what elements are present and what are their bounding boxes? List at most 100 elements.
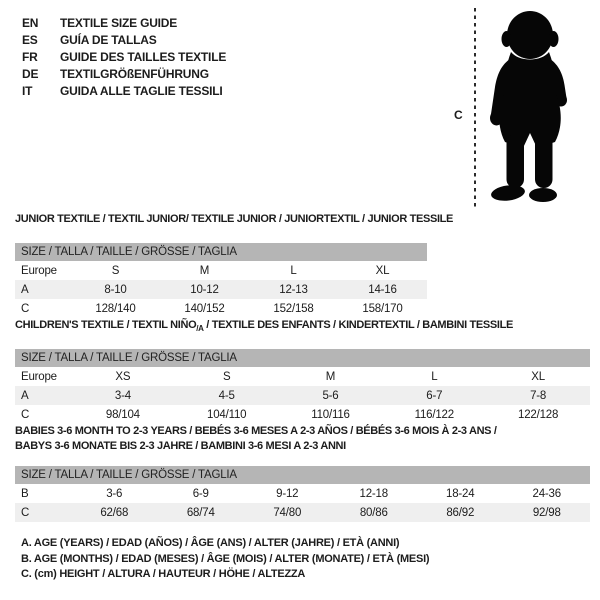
row-label: C [21,408,30,421]
size-cell: 152/158 [273,302,314,315]
table-row-a: A 3-4 4-5 5-6 6-7 7-8 [15,386,590,405]
size-cell: L [431,370,438,383]
size-cell: L [290,264,297,277]
size-cell: M [325,370,336,383]
baby-figure: C [450,6,598,212]
row-label: Europe [21,264,57,277]
size-cell: 98/104 [105,408,140,421]
size-cell: 5-6 [322,389,339,402]
size-cell: 6-7 [426,389,443,402]
table-title-segment: BABYS 3-6 MONATE BIS 2-3 JAHRE / BAMBINI… [15,440,346,452]
language-list: EN TEXTILE SIZE GUIDE ES GUÍA DE TALLAS FR GU… [22,14,226,99]
size-cell: 86/92 [446,506,475,519]
size-cell: S [111,264,120,277]
language-row-it: IT GUIDA ALLE TAGLIE TESSILI [22,82,226,99]
babies-textile-section: BABIES 3-6 MONTH TO 2-3 YEARS / BEBÉS 3-… [15,424,590,522]
row-label: A [21,283,29,296]
table-title-segment: JUNIOR TEXTILE / TEXTIL JUNIOR/ TEXTILE … [15,213,454,225]
size-cell: 12-13 [279,283,308,296]
height-measure-dashed-line [474,8,476,208]
junior-textile-table: SIZE / TALLA / TAILLE / GRÖSSE / TAGLIA E… [15,243,427,318]
height-measure-label: C [454,108,463,122]
size-cell: 140/152 [184,302,225,315]
size-cell: 3-6 [106,487,123,500]
size-header-band: SIZE / TALLA / TAILLE / GRÖSSE / TAGLIA [15,243,427,261]
table-title: JUNIOR TEXTILE / TEXTIL JUNIOR/ TEXTILE … [15,212,590,227]
table-row-europe: Europe XS S M L XL [15,367,590,386]
size-cell: 4-5 [218,389,235,402]
size-cell: 122/128 [518,408,559,421]
table-rows: Europe XS S M L XL A 3-4 4-5 5-6 6-7 7-8 C 98/104 104/… [15,367,590,424]
table-rows: B 3-6 6-9 9-12 12-18 18-24 24-36 C 62/68 68/74 74/… [15,484,590,522]
footnote-a: A. AGE (YEARS) / EDAD (AÑOS) / ÂGE (ANS)… [21,537,400,549]
size-cell: 10-12 [190,283,219,296]
size-cell: XL [375,264,390,277]
childrens-textile-section: CHILDREN'S TEXTILE / TEXTIL NIÑO/A / TEX… [15,318,590,424]
table-row-c: C 128/140 140/152 152/158 158/170 [15,299,427,318]
babies-textile-table: SIZE / TALLA / TAILLE / GRÖSSE / TAGLIA B… [15,466,590,522]
table-row-b: B 3-6 6-9 9-12 12-18 18-24 24-36 [15,484,590,503]
size-cell: 128/140 [95,302,136,315]
size-cell: 18-24 [446,487,475,500]
size-cell: 12-18 [359,487,389,500]
row-label: Europe [21,370,57,383]
language-row-fr: FR GUIDE DES TAILLES TEXTILE [22,48,226,65]
size-cell: 110/116 [311,408,350,421]
size-cell: 74/80 [273,506,302,519]
table-row-c: C 62/68 68/74 74/80 80/86 86/92 92/98 [15,503,590,522]
size-cell: 68/74 [186,506,215,519]
size-cell: 9-12 [276,487,299,500]
row-label: C [21,302,30,315]
size-header-band: SIZE / TALLA / TAILLE / GRÖSSE / TAGLIA [15,466,590,484]
footnote-b: B. AGE (MONTHS) / EDAD (MESES) / ÂGE (MO… [21,552,430,565]
size-cell: M [199,264,210,277]
table-title: BABIES 3-6 MONTH TO 2-3 YEARS / BEBÉS 3-… [15,424,590,454]
size-cell: 24-36 [532,487,562,500]
row-label: B [21,487,29,500]
size-cell: 62/68 [100,506,129,519]
language-code: IT [22,83,33,98]
row-label: C [21,506,30,519]
table-title-segment: CHILDREN'S TEXTILE / TEXTIL NIÑO [15,319,197,331]
size-cell: 8-10 [104,283,127,296]
language-code: ES [22,32,38,47]
language-label: TEXTILGRÖßENFÜHRUNG [60,66,209,81]
size-cell: S [222,370,231,383]
table-title: CHILDREN'S TEXTILE / TEXTIL NIÑO/A / TEX… [15,318,590,333]
language-row-es: ES GUÍA DE TALLAS [22,31,226,48]
baby-silhouette-shape [490,11,567,202]
language-code: DE [22,66,39,81]
size-cell: 3-4 [114,389,131,402]
footnote-c: C. (cm) HEIGHT / ALTURA / HAUTEUR / HÖHE… [21,568,306,580]
language-label: GUIDE DES TAILLES TEXTILE [60,49,227,64]
row-label: A [21,389,29,402]
table-title-segment: BABIES 3-6 MONTH TO 2-3 YEARS / BEBÉS 3-… [15,425,497,437]
size-cell: 6-9 [192,487,209,500]
junior-textile-section: JUNIOR TEXTILE / TEXTIL JUNIOR/ TEXTILE … [15,212,590,318]
table-title-subscript: /A [196,324,204,334]
size-cell: 116/122 [414,408,455,421]
language-label: TEXTILE SIZE GUIDE [60,15,178,30]
size-cell: 80/86 [359,506,388,519]
size-cell: 104/110 [207,408,247,421]
size-cell: 92/98 [532,506,561,519]
language-code: EN [22,15,39,30]
size-cell: 7-8 [530,389,547,402]
language-code: FR [22,49,38,64]
table-row-a: A 8-10 10-12 12-13 14-16 [15,280,427,299]
size-cell: 158/170 [362,302,403,315]
language-row-en: EN TEXTILE SIZE GUIDE [22,14,226,31]
baby-silhouette-icon [490,11,567,202]
footnotes: A. AGE (YEARS) / EDAD (AÑOS) / ÂGE (ANS)… [21,536,430,583]
table-rows: Europe S M L XL A 8-10 10-12 12-13 14-16 C 128/140 1… [15,261,427,318]
language-row-de: DE TEXTILGRÖßENFÜHRUNG [22,65,226,82]
size-header-band: SIZE / TALLA / TAILLE / GRÖSSE / TAGLIA [15,349,590,367]
size-cell: 14-16 [368,283,397,296]
language-label: GUÍA DE TALLAS [60,32,157,47]
size-cell: XS [115,370,131,383]
table-row-europe: Europe S M L XL [15,261,427,280]
size-cell: XL [531,370,545,383]
table-row-c: C 98/104 104/110 110/116 116/122 122/128 [15,405,590,424]
childrens-textile-table: SIZE / TALLA / TAILLE / GRÖSSE / TAGLIA E… [15,349,590,424]
